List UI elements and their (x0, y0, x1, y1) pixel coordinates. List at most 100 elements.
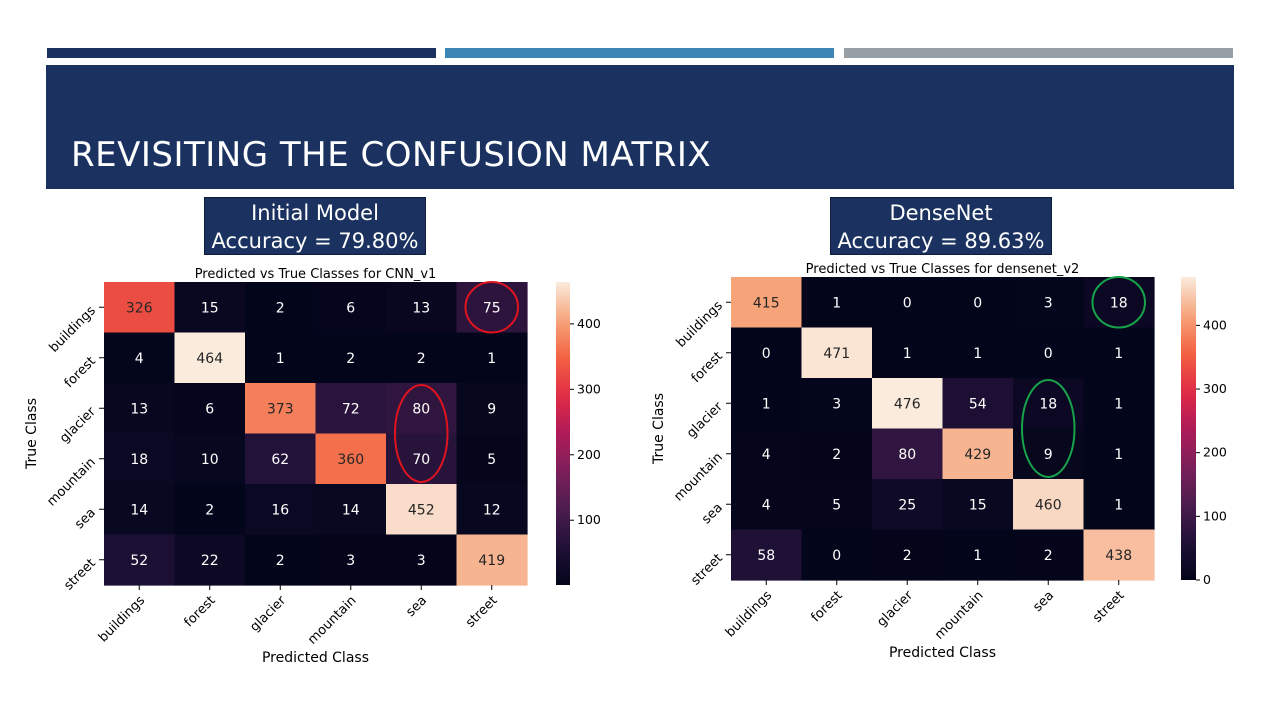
cm-densenet-cell (1083, 378, 1155, 430)
cm-densenet-title: Predicted vs True Classes for densenet_v… (806, 262, 1080, 277)
cm-densenet-cell-value: 429 (964, 447, 991, 463)
cm-cnn-y-tick-label: street (61, 556, 98, 593)
cm-cnn-y-tick-label: buildings (47, 303, 99, 355)
cm-cnn-x-tick-label: buildings (96, 593, 148, 645)
cm-densenet-highlight-ellipse (1021, 379, 1076, 478)
cm-densenet-cell-value: 1 (903, 346, 912, 362)
cm-cnn-cell-value: 326 (126, 300, 153, 316)
cm-densenet-y-tick-label: forest (689, 349, 726, 386)
cm-densenet-cell-value: 18 (1110, 295, 1128, 311)
accent-bar-dark (47, 48, 436, 58)
cm-cnn-cell (386, 534, 458, 586)
cm-cnn-x-tick-label: street (463, 593, 500, 630)
cm-densenet-x-tick-label: forest (808, 588, 845, 625)
cm-cnn-cell-value: 14 (130, 502, 148, 518)
cm-cnn-cell (104, 383, 176, 435)
cm-densenet-cell (872, 479, 944, 531)
model-name: DenseNet (889, 201, 993, 225)
cm-cnn-cell-value: 373 (267, 401, 294, 417)
cm-densenet-x-tick-label: street (1090, 588, 1127, 625)
cm-cnn-cell-value: 13 (130, 401, 148, 417)
cm-cnn-cell (456, 332, 528, 384)
cm-densenet-y-tick-label: glacier (684, 399, 726, 441)
cm-densenet-cell-value: 58 (757, 548, 775, 564)
accent-bar-gray (844, 48, 1233, 58)
cm-densenet-cell (801, 428, 873, 480)
cm-cnn-cell (315, 282, 387, 334)
cm-cnn-colorbar-tick-label: 300 (577, 381, 601, 396)
cm-cnn-cell (456, 383, 528, 435)
cm-densenet-colorbar-tick-label: 400 (1203, 317, 1227, 332)
cm-densenet-cell-value: 1 (762, 396, 771, 412)
cm-cnn-highlight-ellipse (464, 281, 519, 334)
cm-cnn-cell (104, 534, 176, 586)
cm-cnn-cell (456, 433, 528, 485)
model-label-densenet: DenseNet Accuracy = 89.63% (830, 197, 1052, 255)
cm-densenet-cell-value: 3 (1044, 295, 1053, 311)
cm-cnn-y-tick-label: glacier (57, 404, 99, 446)
cm-densenet-cell-value: 9 (1044, 447, 1053, 463)
cm-densenet-cell (731, 529, 803, 581)
cm-cnn-cell (104, 433, 176, 485)
cm-densenet-cell-value: 80 (898, 447, 916, 463)
cm-densenet-highlight-ellipse (1091, 276, 1146, 329)
cm-cnn-title: Predicted vs True Classes for CNN_v1 (195, 267, 437, 282)
cm-densenet-cell-value: 15 (969, 497, 987, 513)
cm-cnn-cell-value: 419 (478, 553, 505, 569)
cm-cnn-cell-value: 2 (205, 502, 214, 518)
cm-densenet-cell (942, 327, 1014, 379)
cm-cnn-cell (245, 433, 317, 485)
model-name: Initial Model (251, 201, 379, 225)
cm-cnn-cell (315, 332, 387, 384)
model-label-initial: Initial Model Accuracy = 79.80% (204, 197, 426, 255)
cm-densenet-cell (872, 529, 944, 581)
cm-densenet-y-tick-label: buildings (674, 298, 726, 350)
cm-densenet-cell (801, 378, 873, 430)
cm-densenet-cell (942, 529, 1014, 581)
model-accuracy: Accuracy = 89.63% (837, 229, 1045, 253)
cm-densenet-cell-value: 0 (903, 295, 912, 311)
cm-densenet-cell-value: 2 (832, 447, 841, 463)
cm-cnn-y-axis-label: True Class (24, 398, 40, 470)
cm-densenet-x-tick-label: glacier (874, 588, 916, 630)
cm-densenet-cell (872, 277, 944, 329)
cm-cnn-cell-value: 1 (487, 351, 496, 367)
cm-densenet-cell (872, 428, 944, 480)
cm-densenet-cell-value: 1 (973, 346, 982, 362)
cm-cnn-cell (174, 282, 246, 334)
cm-densenet-y-tick-label: sea (699, 500, 726, 527)
cm-cnn-colorbar-tick-label: 200 (577, 447, 601, 462)
cm-cnn-cell (386, 484, 458, 536)
cm-densenet-cell (872, 378, 944, 430)
title-banner: REVISITING THE CONFUSION MATRIX (46, 65, 1234, 189)
slide-title: REVISITING THE CONFUSION MATRIX (71, 135, 712, 175)
cm-densenet-colorbar-tick-label: 300 (1203, 381, 1227, 396)
cm-cnn-cell-value: 72 (342, 401, 360, 417)
cm-densenet-x-tick-label: sea (1030, 588, 1057, 615)
cm-densenet-cell-value: 1 (832, 295, 841, 311)
cm-cnn-cell (174, 332, 246, 384)
cm-densenet-y-axis-label: True Class (651, 393, 667, 465)
cm-cnn-y-tick-label: mountain (44, 455, 98, 509)
cm-densenet-cell (1083, 277, 1155, 329)
cm-cnn-cell-value: 62 (271, 452, 289, 468)
cm-densenet-colorbar-tick-label: 200 (1203, 445, 1227, 460)
cm-cnn-cell-value: 14 (342, 502, 360, 518)
cm-densenet-cell-value: 0 (1044, 346, 1053, 362)
cm-densenet-cell (1013, 529, 1085, 581)
cm-cnn-cell (456, 484, 528, 536)
cm-densenet-cell (1083, 327, 1155, 379)
cm-cnn-cell (315, 484, 387, 536)
cm-densenet-cell (801, 529, 873, 581)
cm-densenet-cell-value: 415 (753, 295, 780, 311)
cm-densenet-cell-value: 1 (973, 548, 982, 564)
cm-densenet-cell (801, 479, 873, 531)
cm-densenet-cell-value: 0 (832, 548, 841, 564)
cm-cnn-x-axis-label: Predicted Class (262, 650, 369, 666)
cm-densenet-cell (1013, 327, 1085, 379)
cm-cnn-cell (174, 433, 246, 485)
cm-cnn-cell-value: 22 (201, 553, 219, 569)
cm-cnn-cell-value: 16 (271, 502, 289, 518)
cm-densenet-cell-value: 1 (1114, 497, 1123, 513)
